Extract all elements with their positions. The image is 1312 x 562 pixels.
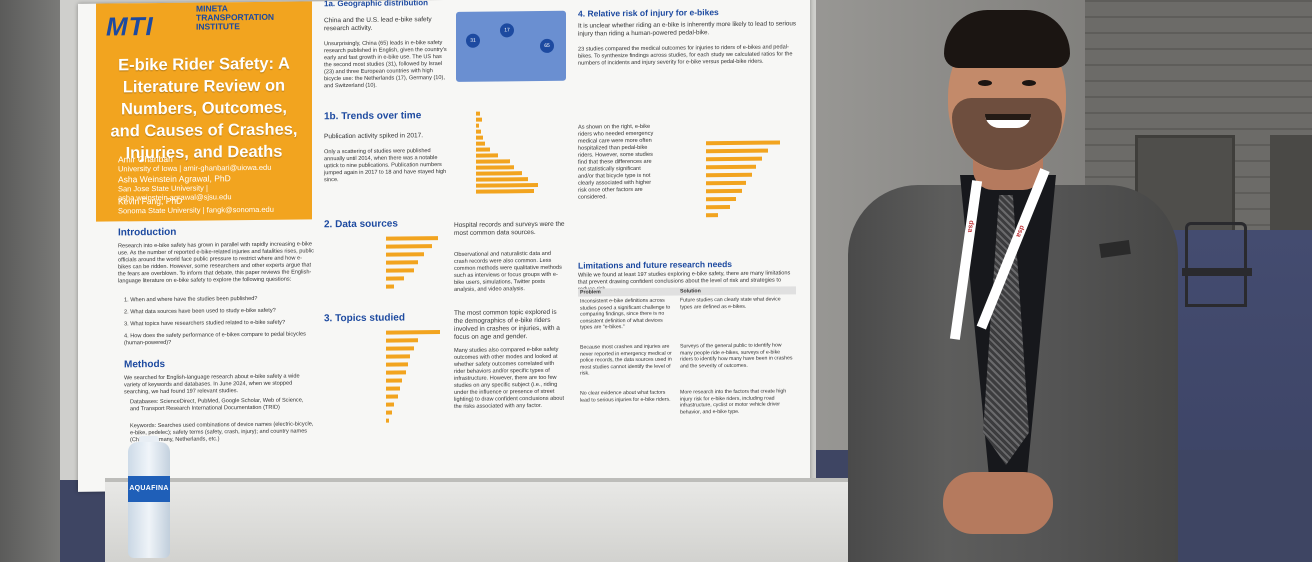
logo-subtitle: MINETA TRANSPORTATION INSTITUTE	[196, 3, 275, 32]
data-lead: Hospital records and surveys were the mo…	[454, 220, 565, 237]
intro-q2: 2. What data sources have been used to s…	[124, 307, 276, 316]
bottle-label: AQUAFINA	[128, 476, 170, 502]
display-table	[105, 482, 895, 562]
right-eye	[1022, 80, 1036, 86]
row-1-problem: Inconsistent e-bike definitions across s…	[580, 297, 671, 331]
beard	[952, 98, 1062, 170]
topics-text: Many studies also compared e-bike safety…	[454, 346, 565, 410]
author-3: Kevin Fang, PhD Sonoma State University …	[118, 196, 274, 216]
lanyard-text-right: dsa	[1014, 224, 1026, 238]
map-dot-china: 65	[540, 38, 554, 53]
intro-q3: 3. What topics have researchers studied …	[124, 319, 286, 328]
intro-q4: 4. How does the safety performance of e-…	[124, 331, 306, 347]
row-2-solution: Surveys of the general public to identif…	[680, 342, 793, 370]
author-3-affiliation: Sonoma State University | fangk@sonoma.e…	[118, 204, 274, 216]
curtain	[0, 0, 60, 562]
author-2-name: Asha Weinstein Agrawal, PhD	[118, 173, 231, 185]
solution-header: Solution	[680, 288, 701, 295]
data-sources-chart	[324, 234, 444, 299]
poster-column-3: 4. Relative risk of injury for e-bikes I…	[570, 0, 810, 487]
geo-heading: 1a. Geographic distribution	[324, 0, 429, 9]
poster-title: E-bike Rider Safety: A Literature Review…	[110, 54, 298, 163]
databases-text: Databases: ScienceDirect, PubMed, Google…	[130, 397, 304, 413]
methods-heading: Methods	[124, 358, 166, 371]
trends-lead: Publication activity spiked in 2017.	[324, 132, 424, 141]
intro-q1: 1. When and where have the studies been …	[124, 295, 258, 304]
world-map: 31 17 65	[456, 10, 566, 82]
limits-heading: Limitations and future research needs	[578, 258, 732, 271]
methods-text: We searched for English-language researc…	[124, 373, 300, 396]
risk-lead: It is unclear whether riding an e-bike i…	[578, 20, 797, 38]
intro-text: Research into e-bike safety has grown in…	[118, 241, 314, 285]
data-heading: 2. Data sources	[324, 218, 398, 231]
data-text: Observational and naturalistic data and …	[454, 250, 562, 293]
topics-lead: The most common topic explored is the de…	[454, 308, 560, 341]
research-poster: MTI MINETA TRANSPORTATION INSTITUTE E-bi…	[78, 0, 810, 492]
chair-seat	[1182, 268, 1252, 276]
risk-text-2: As shown on the right, e-bike riders who…	[578, 123, 654, 201]
geo-text: Unsurprisingly, China (65) leads in e-bi…	[324, 40, 447, 90]
author-1-name: Amir Ghanbari	[118, 153, 173, 165]
risk-ratio-chart	[690, 130, 798, 221]
clasped-hands	[943, 472, 1053, 534]
chair	[1185, 222, 1247, 307]
topics-heading: 3. Topics studied	[324, 312, 405, 325]
row-2-problem: Because most crashes and injuries are ne…	[580, 343, 672, 377]
trends-heading: 1b. Trends over time	[324, 110, 422, 123]
poster-column-1: MTI MINETA TRANSPORTATION INSTITUTE E-bi…	[78, 1, 316, 491]
bottle-cap	[139, 436, 159, 446]
map-dot-europe: 17	[500, 23, 514, 38]
presenter: dsa dsa	[848, 10, 1188, 562]
lanyard-text-left: dsa	[965, 219, 975, 233]
loading-door-2	[1270, 135, 1312, 235]
risk-heading: 4. Relative risk of injury for e-bikes	[578, 7, 719, 19]
intro-heading: Introduction	[118, 226, 177, 239]
left-eye	[978, 80, 992, 86]
row-3-solution: More research into the factors that crea…	[680, 388, 787, 416]
topics-chart	[324, 328, 444, 425]
geo-lead: China and the U.S. lead e-bike safety re…	[324, 16, 432, 33]
poster-column-2: 1a. Geographic distribution China and th…	[318, 0, 568, 489]
problem-header: Problem	[580, 289, 601, 296]
row-3-problem: No clear evidence about what factors lea…	[580, 389, 671, 404]
trends-text: Only a scattering of studies were publis…	[324, 148, 447, 184]
trends-chart	[456, 111, 566, 202]
row-1-solution: Future studies can clearly state what de…	[680, 296, 781, 311]
smile	[985, 114, 1031, 128]
hair	[944, 10, 1070, 68]
risk-text: 23 studies compared the medical outcomes…	[578, 44, 793, 67]
author-1-affiliation: University of Iowa | amir-ghanbari@uiowa…	[118, 162, 272, 174]
table-edge	[105, 478, 895, 484]
author-1: Amir Ghanbari University of Iowa | amir-…	[118, 154, 271, 174]
author-3-name: Kevin Fang, PhD	[118, 195, 183, 207]
map-dot-us: 31	[466, 33, 480, 48]
